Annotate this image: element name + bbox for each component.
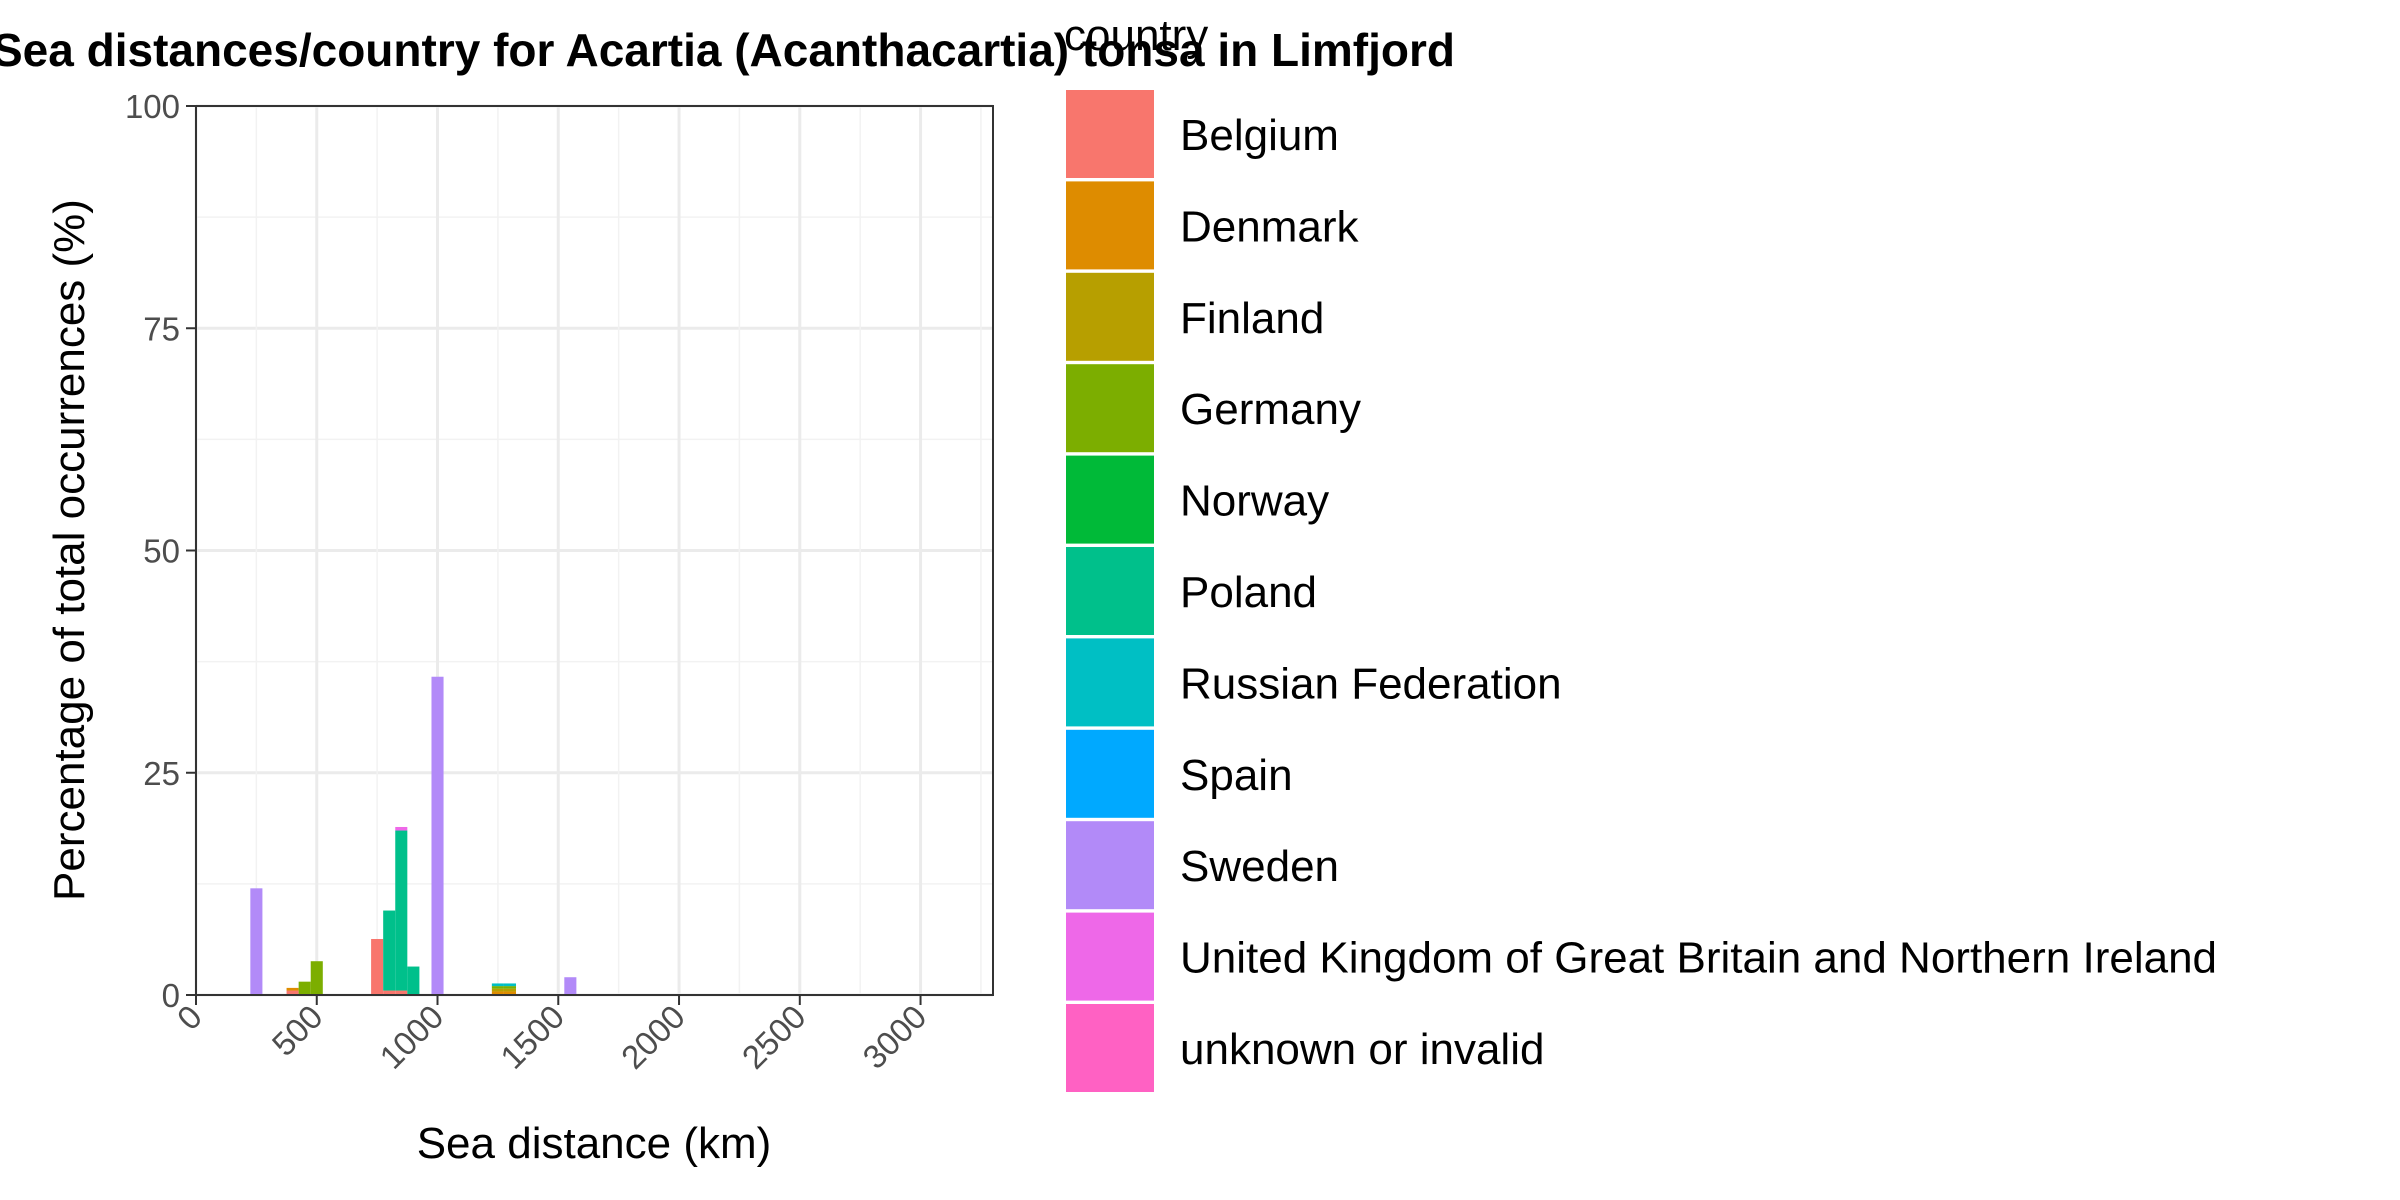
legend-label-norway: Norway <box>1180 477 1329 526</box>
legend-key-sweden <box>1066 821 1154 910</box>
y-tick-label: 25 <box>143 755 180 792</box>
bar-belgium <box>286 990 299 995</box>
x-axis-label: Sea distance (km) <box>417 1119 772 1168</box>
x-tick-label: 3000 <box>855 998 933 1076</box>
legend-label-poland: Poland <box>1180 568 1317 617</box>
legend-key-spain <box>1066 729 1154 818</box>
bar-denmark <box>491 991 504 995</box>
legend-title: country <box>1064 11 1208 60</box>
legend-key-unknown-or-invalid <box>1066 1004 1154 1092</box>
legend-label-united-kingdom-of-great-britain-and-northern-ireland: United Kingdom of Great Britain and Nort… <box>1180 934 2217 983</box>
bar-poland <box>395 830 408 991</box>
legend-key-germany <box>1066 364 1154 453</box>
bar-sweden <box>564 977 577 995</box>
legend-label-spain: Spain <box>1180 751 1293 800</box>
legend-label-unknown-or-invalid: unknown or invalid <box>1180 1025 1544 1074</box>
x-tick-label: 2500 <box>735 998 813 1076</box>
legend-key-united-kingdom-of-great-britain-and-northern-ireland <box>1066 912 1154 1001</box>
bar-germany <box>491 986 504 989</box>
x-tick-label: 500 <box>265 998 330 1063</box>
bar-germany <box>310 961 323 995</box>
x-axis: 0 500 1000 1500 2000 2500 3000 <box>170 995 933 1076</box>
legend-label-belgium: Belgium <box>1180 111 1339 160</box>
x-tick-label: 1000 <box>372 998 450 1076</box>
bar-germany <box>298 981 311 995</box>
legend-items: Belgium Denmark Finland Germany Norway Poland… <box>1066 90 2217 1092</box>
bar-finland <box>503 988 517 992</box>
bar-russian-federation <box>491 983 504 987</box>
bar-belgium <box>395 990 408 995</box>
legend-label-finland: Finland <box>1180 294 1324 343</box>
bar-sweden <box>250 888 263 995</box>
x-tick-label: 0 <box>170 998 209 1037</box>
bar-poland <box>383 910 396 991</box>
chart-title: Sea distances/country for Acartia (Acant… <box>0 24 1455 76</box>
bar-poland <box>407 966 420 995</box>
y-tick-label: 75 <box>143 310 180 347</box>
legend-key-denmark <box>1066 181 1154 270</box>
legend-key-poland <box>1066 547 1154 635</box>
bar-belgium <box>383 990 396 995</box>
legend-label-denmark: Denmark <box>1180 202 1359 251</box>
bar-sweden <box>431 676 444 995</box>
legend-key-belgium <box>1066 90 1154 178</box>
y-tick-label: 100 <box>125 88 180 125</box>
x-tick-label: 2000 <box>614 998 692 1076</box>
y-tick-label: 0 <box>162 977 180 1014</box>
plot-panel <box>194 104 994 997</box>
x-tick-label: 1500 <box>493 998 571 1076</box>
bar-denmark <box>286 987 299 991</box>
y-axis-label: Percentage of total occurrences (%) <box>45 199 94 901</box>
bar-denmark <box>503 991 517 995</box>
legend-label-germany: Germany <box>1180 385 1361 434</box>
bars <box>250 676 577 995</box>
bar-germany <box>503 986 517 989</box>
y-tick-label: 50 <box>143 533 180 570</box>
y-axis: 0 25 50 75 100 <box>125 88 196 1014</box>
bar-finland <box>491 988 504 992</box>
legend-key-russian-federation <box>1066 638 1154 727</box>
bar-belgium <box>371 938 384 995</box>
legend-label-sweden: Sweden <box>1180 842 1339 891</box>
legend-key-norway <box>1066 455 1154 544</box>
bar-russian-federation <box>503 983 517 987</box>
legend: country Belgium Denmark Finland Germany Norw… <box>1064 11 2217 1092</box>
bar-united-kingdom-of-great-britain-and-northern-ireland <box>395 826 408 831</box>
legend-label-russian-federation: Russian Federation <box>1180 659 1562 708</box>
legend-key-finland <box>1066 272 1154 361</box>
